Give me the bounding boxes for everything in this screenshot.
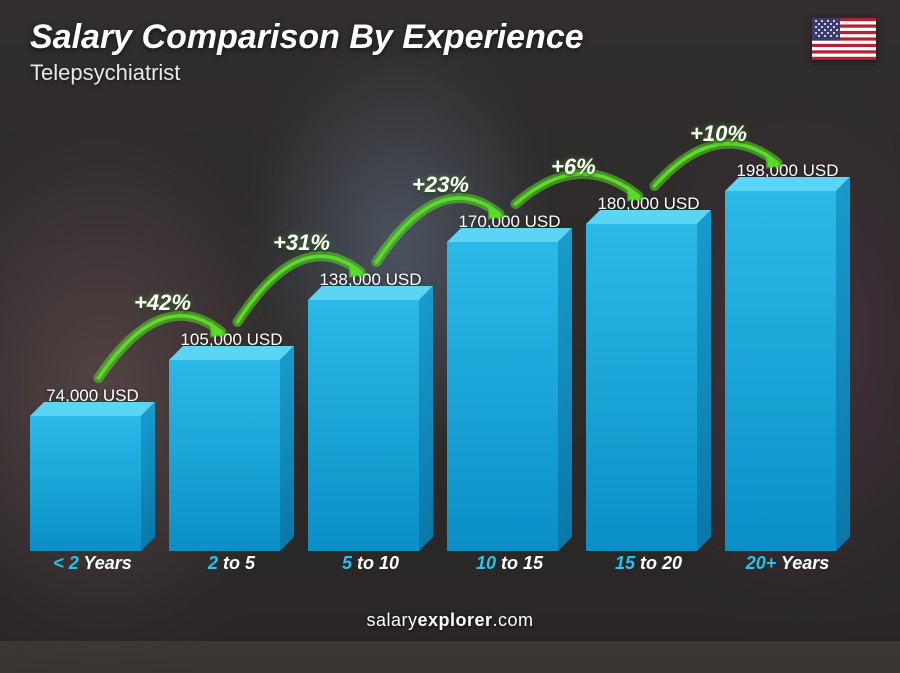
- chart-subtitle: Telepsychiatrist: [30, 60, 180, 86]
- category-label: 5 to 10: [308, 553, 433, 577]
- bar-chart: 74,000 USD 105,000 USD 138,000 USD 170,0…: [30, 107, 850, 577]
- increase-label: +23%: [412, 172, 469, 198]
- increase-label: +42%: [134, 290, 191, 316]
- increase-label: +31%: [273, 230, 330, 256]
- footer-attribution: salaryexplorer.com: [0, 610, 900, 631]
- increase-label: +10%: [690, 121, 747, 147]
- category-label: 2 to 5: [169, 553, 294, 577]
- us-flag-icon: [812, 18, 876, 60]
- category-label: 10 to 15: [447, 553, 572, 577]
- chart-title: Salary Comparison By Experience: [30, 18, 584, 57]
- increase-label: +6%: [551, 154, 596, 180]
- category-label: 20+ Years: [725, 553, 850, 577]
- category-label: < 2 Years: [30, 553, 155, 577]
- category-label: 15 to 20: [586, 553, 711, 577]
